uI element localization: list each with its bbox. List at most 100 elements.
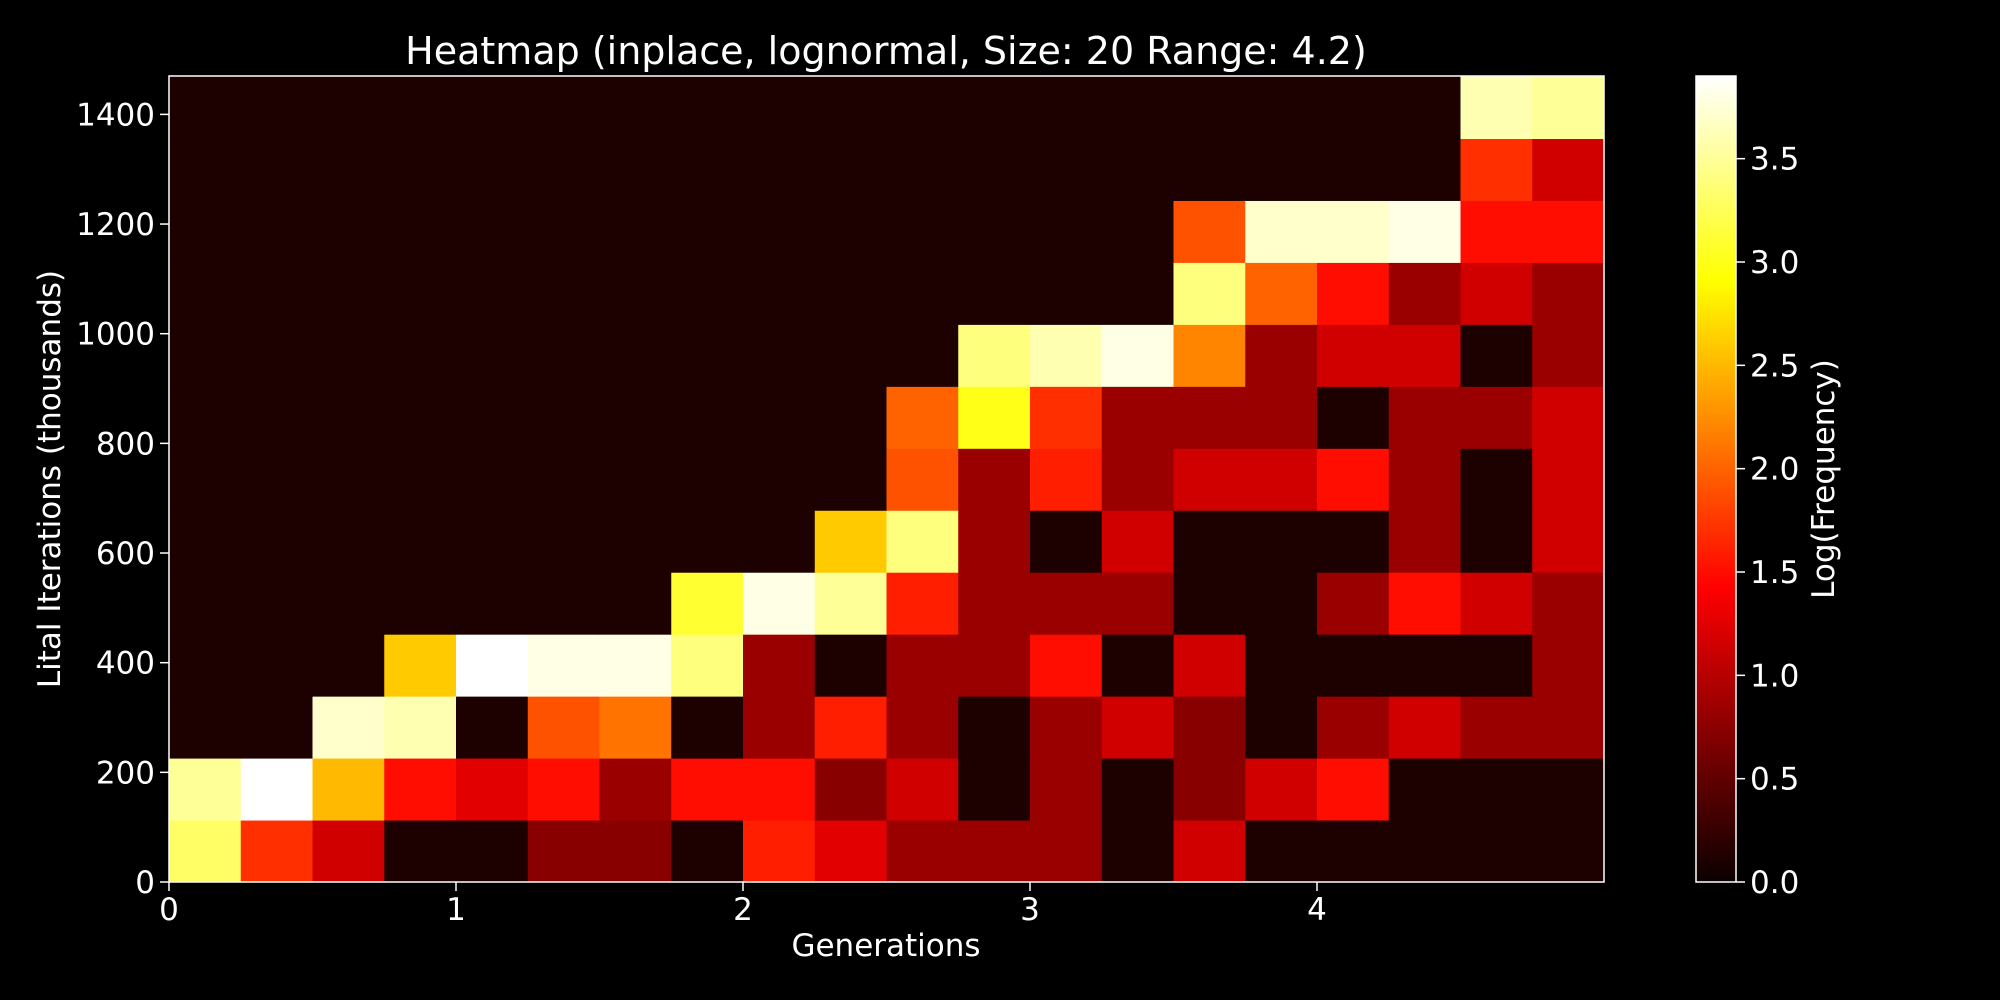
heatmap-cell [1245,200,1318,263]
heatmap-cell [1317,324,1390,387]
heatmap-cell [958,76,1031,140]
colorbar-tick-label: 1.0 [1750,658,1799,694]
heatmap-cell [743,820,816,883]
heatmap-cell [599,634,672,697]
heatmap-cell [1532,324,1605,387]
heatmap-cell [1388,76,1461,140]
heatmap-cell [886,634,959,697]
heatmap-cell [1317,634,1390,697]
heatmap-cell [1101,634,1174,697]
heatmap-cell [743,448,816,511]
heatmap-cell [1173,324,1246,387]
heatmap-cell [1317,696,1390,759]
heatmap-cell [384,200,457,263]
heatmap-cell [1317,820,1390,883]
heatmap-cell [958,572,1031,635]
heatmap-cell [1030,324,1103,387]
heatmap-cell [1460,386,1533,449]
heatmap-cell [456,262,529,325]
heatmap-cell [527,572,600,635]
heatmap-cell [1173,138,1246,201]
heatmap-cell [1030,138,1103,201]
heatmap-cell [1030,386,1103,449]
heatmap-cell [240,262,313,325]
heatmap-cell [814,758,887,821]
heatmap-cell [1532,200,1605,263]
heatmap-cell [1532,448,1605,511]
heatmap-cell [1388,572,1461,635]
heatmap-cell [1173,820,1246,883]
heatmap-cell [1101,386,1174,449]
heatmap-cell [240,448,313,511]
heatmap-cell [886,696,959,759]
heatmap-cell [1101,758,1174,821]
heatmap-cell [743,696,816,759]
heatmap-cell [169,200,242,263]
heatmap-cell [886,820,959,883]
heatmap-cell [312,262,385,325]
heatmap-cell [1388,448,1461,511]
heatmap-cell [456,758,529,821]
heatmap-cell [1532,510,1605,573]
heatmap-cell [456,510,529,573]
heatmap-cell [1532,696,1605,759]
heatmap-cell [1101,200,1174,263]
heatmap-cell [743,572,816,635]
heatmap-cell [671,324,744,387]
x-tick-label: 0 [159,892,179,928]
heatmap-cell [814,262,887,325]
y-tick-label: 400 [96,646,155,682]
heatmap-cell [456,696,529,759]
heatmap-cell [169,262,242,325]
heatmap-cell [958,262,1031,325]
heatmap-cell [384,324,457,387]
heatmap-cell [671,76,744,140]
heatmap-cell [1317,510,1390,573]
heatmap-cell [1460,572,1533,635]
heatmap-cell [599,200,672,263]
x-tick-label: 1 [446,892,466,928]
heatmap-cell [1460,634,1533,697]
heatmap-cell [671,634,744,697]
heatmap-cell [1388,510,1461,573]
heatmap-cell [958,758,1031,821]
heatmap-cell [1532,634,1605,697]
x-tick-label: 4 [1307,892,1327,928]
heatmap-cell [1173,510,1246,573]
heatmap-cell [1030,200,1103,263]
colorbar-tick-label: 2.5 [1750,348,1799,384]
heatmap-cell [1460,262,1533,325]
chart-title: Heatmap (inplace, lognormal, Size: 20 Ra… [405,29,1367,73]
heatmap-cell [814,572,887,635]
heatmap-cell [814,76,887,140]
heatmap-cell [599,76,672,140]
heatmap-cell [312,448,385,511]
heatmap-cell [312,696,385,759]
heatmap-cell [1101,138,1174,201]
heatmap-cell [671,386,744,449]
heatmap-cell [886,200,959,263]
heatmap-cell [240,696,313,759]
heatmap-cell [1460,510,1533,573]
heatmap-cell [384,76,457,140]
heatmap-cell [671,262,744,325]
heatmap-cell [1173,696,1246,759]
heatmap-cell [240,758,313,821]
heatmap-cell [384,820,457,883]
heatmap-cell [1460,76,1533,140]
heatmap-cell [384,510,457,573]
heatmap-cell [1030,510,1103,573]
heatmap-cell [1460,696,1533,759]
heatmap-cell [1317,76,1390,140]
y-axis-label: Lital Iterations (thousands) [32,270,68,688]
heatmap-cell [1245,696,1318,759]
heatmap-cell [1388,820,1461,883]
heatmap-cell [1460,820,1533,883]
heatmap-cell [1388,634,1461,697]
heatmap-cell [814,510,887,573]
heatmap-cell [1101,448,1174,511]
heatmap-cell [1030,76,1103,140]
heatmap-cell [240,386,313,449]
heatmap-cell [1173,758,1246,821]
